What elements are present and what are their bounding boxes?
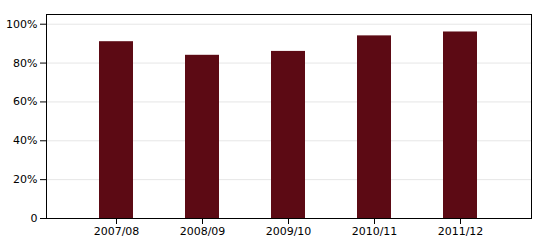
svg-text:40%: 40% [13,134,37,147]
svg-text:80%: 80% [13,57,37,70]
svg-text:20%: 20% [13,173,37,186]
svg-text:100%: 100% [6,18,37,31]
svg-text:2008/09: 2008/09 [180,225,226,238]
svg-text:2010/11: 2010/11 [352,225,398,238]
svg-text:60%: 60% [13,95,37,108]
svg-text:2007/08: 2007/08 [94,225,140,238]
svg-text:2011/12: 2011/12 [438,225,484,238]
svg-text:2009/10: 2009/10 [266,225,312,238]
svg-text:0: 0 [31,212,38,225]
